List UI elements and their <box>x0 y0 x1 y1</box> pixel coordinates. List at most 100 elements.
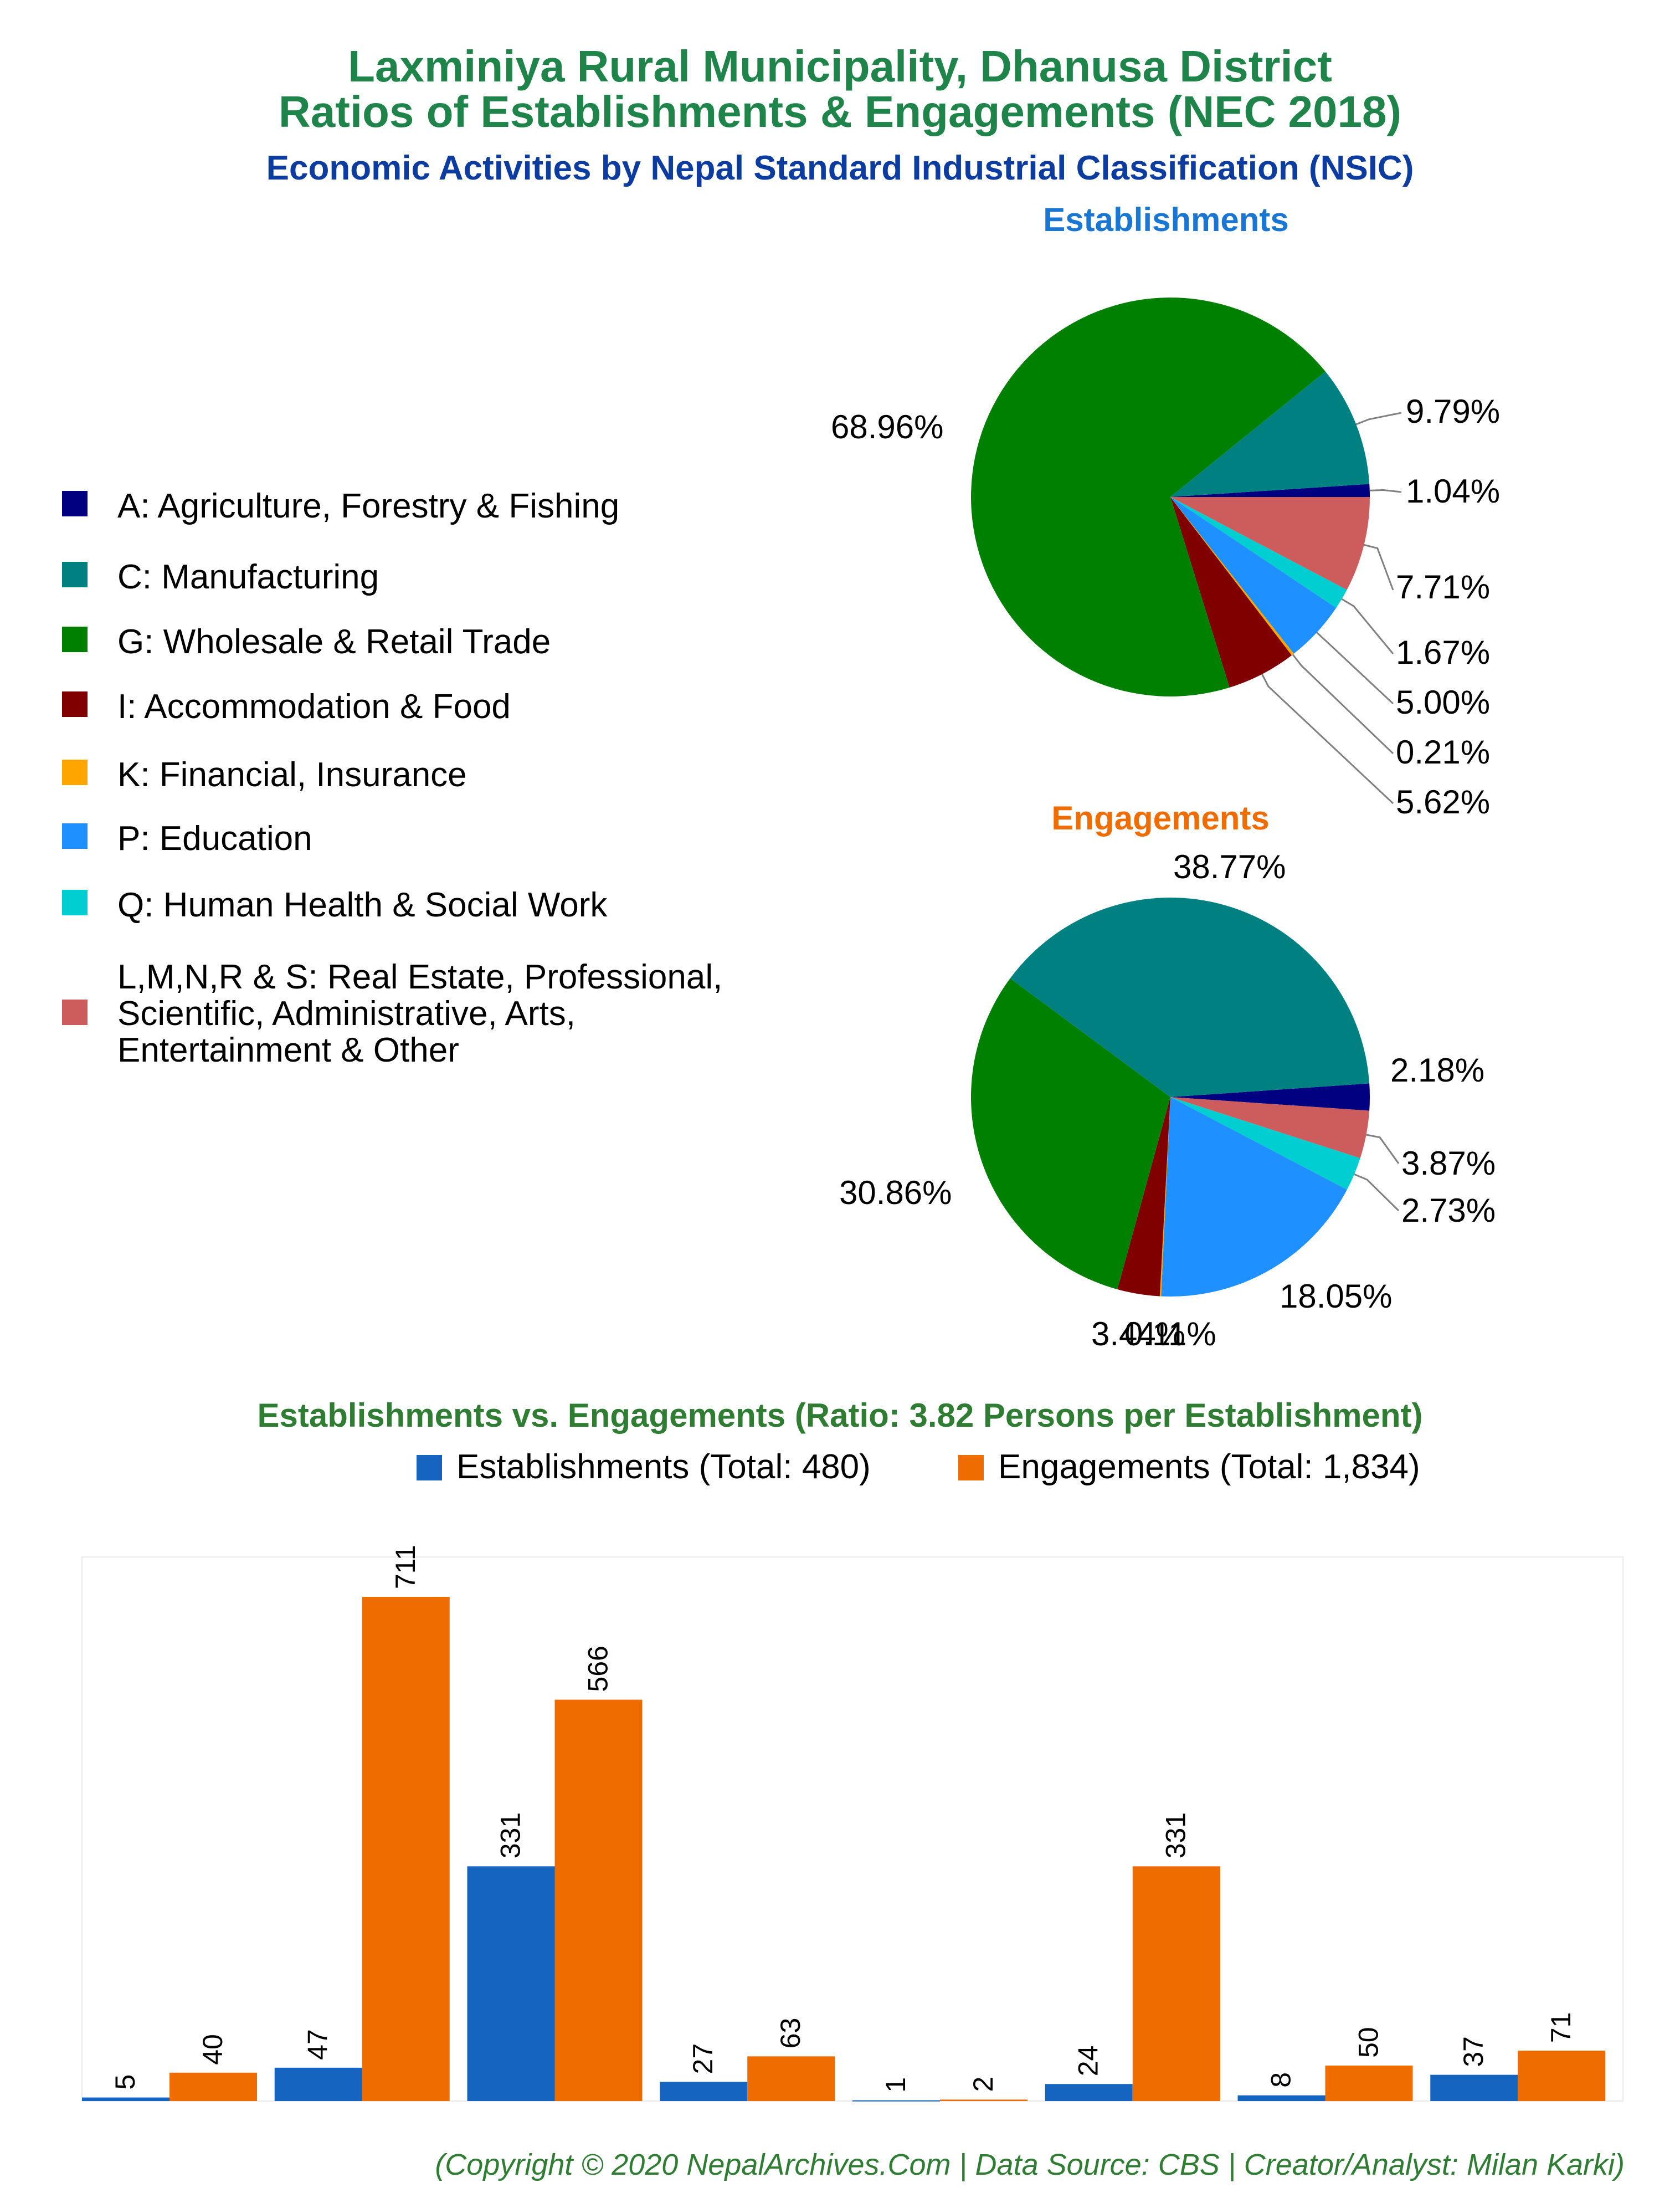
eng-slice-k <box>1159 1097 1170 1297</box>
est-slice-k <box>1170 497 1294 655</box>
pie-charts-svg <box>971 298 1402 1297</box>
legend-label-p: P: Education <box>117 819 312 858</box>
chart-title-line1: Laxminiya Rural Municipality, Dhanusa Di… <box>348 42 1332 91</box>
bar-engagements-i <box>747 2056 835 2101</box>
est-label-q: 1.67% <box>1396 634 1491 671</box>
eng-label-lmnrs: 3.87% <box>1401 1145 1496 1182</box>
eng-label-i: 3.44% <box>1091 1315 1186 1352</box>
legend-swatch-c <box>62 562 88 587</box>
est-leader-q <box>1341 598 1394 654</box>
eng-slice-p <box>1161 1097 1347 1297</box>
bar-engagements-lmnrs <box>1518 2051 1606 2101</box>
legend-swatch-q <box>62 890 88 915</box>
bar-label-engagements-c: 711 <box>390 1545 421 1589</box>
bar-engagements-g <box>554 1699 643 2101</box>
est-label-lmnrs: 7.71% <box>1396 568 1491 606</box>
est-slice-p <box>1170 497 1337 654</box>
bar-label-engagements-g: 566 <box>583 1646 614 1692</box>
bar-establishments-k <box>852 2100 940 2102</box>
est-label-c: 9.79% <box>1406 393 1501 430</box>
bar-label-establishments-g: 331 <box>495 1812 526 1858</box>
est-label-k: 0.21% <box>1396 734 1491 771</box>
eng-label-c: 38.77% <box>1173 848 1286 885</box>
bar-label-engagements-k: 2 <box>968 2077 999 2092</box>
eng-label-k: 0.11% <box>1124 1315 1216 1352</box>
legend-label-lmnrs-line3: Entertainment & Other <box>117 1031 459 1069</box>
eng-label-p: 18.05% <box>1280 1278 1393 1315</box>
bar-engagements-a <box>169 2072 257 2101</box>
est-slice-g <box>971 298 1325 696</box>
eng-slice-lmnrs <box>1170 1097 1370 1159</box>
legend-label-a: A: Agriculture, Forestry & Fishing <box>117 487 620 525</box>
bar-label-engagements-lmnrs: 71 <box>1545 2012 1576 2043</box>
est-leader-lmnrs <box>1364 544 1394 591</box>
bar-engagements-c <box>362 1597 450 2101</box>
bar-label-establishments-c: 47 <box>302 2029 333 2060</box>
pie-leader-lines <box>1261 412 1402 1212</box>
est-leader-c <box>1355 412 1402 426</box>
footer-credit: (Copyright © 2020 NepalArchives.Com | Da… <box>435 2148 1625 2181</box>
bar-label-engagements-a: 40 <box>197 2034 228 2065</box>
bar-legend-swatch-engagements <box>958 1455 984 1480</box>
est-label-g: 68.96% <box>831 408 944 445</box>
bar-establishments-lmnrs <box>1430 2074 1518 2101</box>
bar-chart-svg: 540A47711C331566G2763I12K24331P850Q3771L… <box>81 1545 1624 2102</box>
eng-slice-c <box>1010 898 1370 1097</box>
bar-label-engagements-p: 331 <box>1160 1812 1191 1858</box>
engagements-pie <box>971 898 1370 1297</box>
eng-slice-a <box>1170 1083 1370 1111</box>
legend-swatch-a <box>62 491 88 516</box>
bar-legend-label-engagements: Engagements (Total: 1,834) <box>998 1448 1420 1486</box>
bar-label-engagements-q: 50 <box>1353 2027 1384 2058</box>
bar-establishments-a <box>82 2097 169 2101</box>
bar-establishments-g <box>467 1866 555 2101</box>
establishments-pie <box>971 298 1370 696</box>
legend-swatch-i <box>62 691 88 717</box>
est-leader-k <box>1292 654 1394 755</box>
chart-subtitle: Economic Activities by Nepal Standard In… <box>266 149 1414 187</box>
bar-legend-label-establishments: Establishments (Total: 480) <box>456 1448 871 1486</box>
eng-leader-lmnrs <box>1366 1134 1400 1164</box>
eng-label-a: 2.18% <box>1390 1052 1485 1089</box>
bar-legend-engagements: Engagements (Total: 1,834) <box>958 1447 1420 1487</box>
bar-plot-area <box>81 1556 1624 2102</box>
bar-label-establishments-k: 1 <box>880 2077 911 2093</box>
bar-label-establishments-p: 24 <box>1073 2046 1104 2077</box>
legend-label-c: C: Manufacturing <box>117 558 379 596</box>
chart-title-line2: Ratios of Establishments & Engagements (… <box>278 87 1402 136</box>
legend-label-k: K: Financial, Insurance <box>117 756 467 794</box>
est-slice-c <box>1170 371 1370 497</box>
est-label-p: 5.00% <box>1396 684 1491 721</box>
bar-chart-title: Establishments vs. Engagements (Ratio: 3… <box>257 1397 1423 1434</box>
bar-label-engagements-i: 63 <box>775 2018 806 2049</box>
legend-swatch-lmnrs <box>62 1000 88 1025</box>
est-leader-p <box>1316 632 1394 705</box>
eng-slice-q <box>1170 1097 1360 1190</box>
engagements-pie-title: Engagements <box>1051 800 1270 837</box>
bar-label-establishments-q: 8 <box>1266 2072 1297 2088</box>
bar-engagements-k <box>940 2099 1027 2101</box>
bar-legend-swatch-establishments <box>417 1455 442 1480</box>
bar-label-establishments-lmnrs: 37 <box>1458 2036 1489 2067</box>
bar-establishments-c <box>274 2067 362 2101</box>
legend-label-lmnrs-line2: Scientific, Administrative, Arts, <box>117 995 576 1033</box>
eng-leader-q <box>1354 1173 1400 1212</box>
est-leader-a <box>1369 489 1402 493</box>
bar-label-establishments-a: 5 <box>110 2074 141 2090</box>
legend-label-q: Q: Human Health & Social Work <box>117 886 608 924</box>
establishments-pie-title: Establishments <box>1043 201 1289 238</box>
bar-label-establishments-i: 27 <box>687 2043 718 2074</box>
bar-series: 540A47711C331566G2763I12K24331P850Q3771L… <box>82 1545 1606 2102</box>
legend-label-i: I: Accommodation & Food <box>117 688 511 726</box>
legend-label-g: G: Wholesale & Retail Trade <box>117 623 551 661</box>
eng-label-q: 2.73% <box>1401 1192 1496 1229</box>
legend-swatch-p <box>62 823 88 849</box>
est-slice-i <box>1170 497 1292 688</box>
bar-establishments-p <box>1045 2084 1133 2101</box>
bar-engagements-q <box>1325 2066 1413 2101</box>
legend-label-lmnrs-line1: L,M,N,R & S: Real Estate, Professional, <box>117 958 723 996</box>
est-label-a: 1.04% <box>1406 473 1501 510</box>
est-slice-a <box>1170 484 1370 498</box>
est-slice-q <box>1170 497 1347 608</box>
bar-establishments-i <box>660 2082 748 2101</box>
